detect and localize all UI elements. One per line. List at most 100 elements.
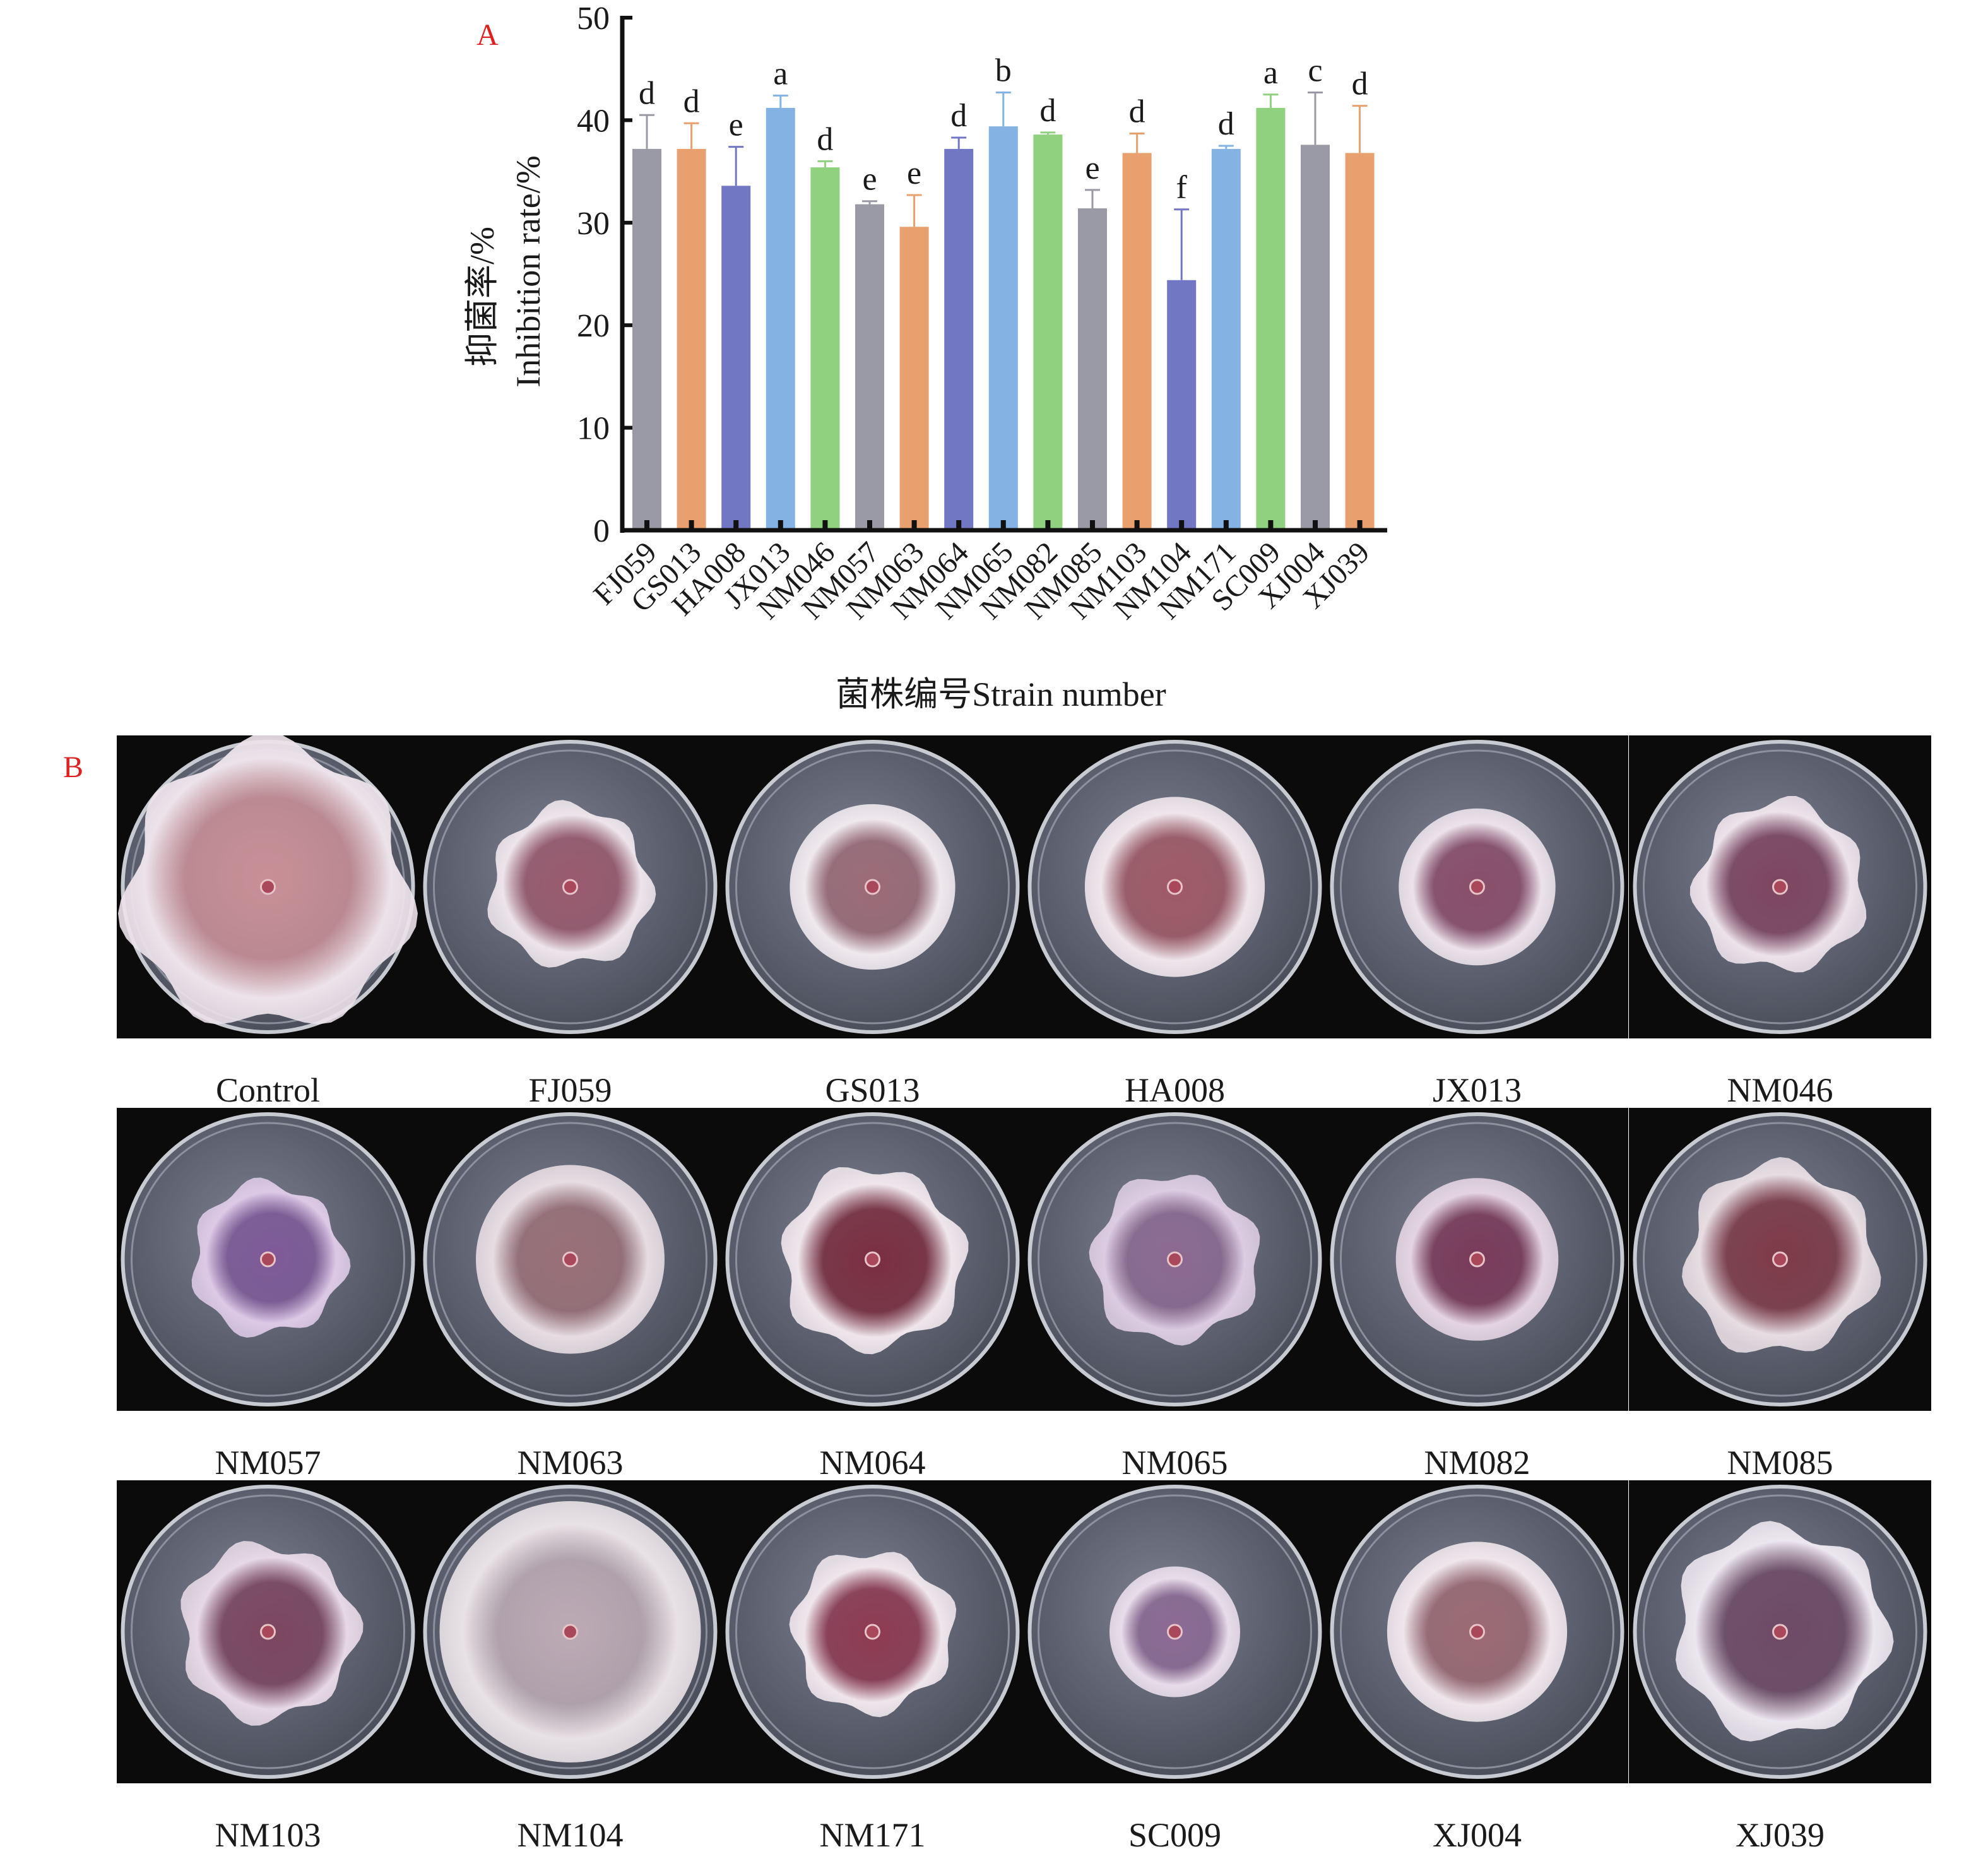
sig-letter-XJ004: c [1308, 53, 1322, 89]
sig-letter-NM082: d [1039, 93, 1056, 129]
petri-dish-photo [1326, 1108, 1628, 1411]
bar-NM065 [988, 126, 1018, 531]
petri-dish-photo [1629, 735, 1931, 1038]
petri-dish-photo [419, 1480, 721, 1783]
plate-label-HA008: HA008 [1125, 1071, 1225, 1109]
bar-NM082 [1033, 134, 1063, 531]
plate-label-NM063: NM063 [517, 1444, 624, 1482]
inoculum-plug [1469, 1624, 1485, 1640]
error-bar-NM046 [817, 160, 833, 168]
plates-grid: Control FJ059 GS013 HA008 JX013 NM046 NM057 NM0… [117, 735, 1931, 1854]
error-bar-NM082 [1040, 131, 1056, 135]
sig-letter-GS013: d [683, 83, 700, 119]
inoculum-plug [1167, 1624, 1183, 1640]
plate-label-NM064: NM064 [819, 1444, 926, 1482]
plate-label-SC009: SC009 [1128, 1816, 1222, 1854]
petri-dish-photo [1024, 1480, 1326, 1783]
x-tick-mark [1179, 520, 1185, 530]
petri-dish-photo [419, 735, 721, 1038]
bars-layer [632, 107, 1375, 531]
y-tick-label: 0 [593, 513, 610, 549]
plate-label-NM085: NM085 [1727, 1444, 1833, 1482]
error-bar-GS013 [683, 122, 699, 149]
bar-XJ039 [1345, 153, 1375, 531]
sig-letter-HA008: e [729, 107, 743, 143]
petri-dish-photo [117, 1480, 419, 1783]
inoculum-plug [1167, 879, 1183, 895]
x-tick-mark [956, 520, 962, 530]
error-bar-HA008 [728, 146, 744, 186]
inoculum-plug [1772, 1251, 1788, 1268]
sig-letter-NM046: d [817, 121, 833, 157]
bar-NM085 [1078, 208, 1107, 530]
error-bars-layer [639, 92, 1368, 280]
sig-letter-NM103: d [1129, 94, 1145, 130]
plate-label-XJ039: XJ039 [1735, 1816, 1825, 1854]
x-tick-mark [911, 520, 917, 530]
panel-a-letter: A [476, 18, 499, 52]
x-tick-mark [1357, 520, 1363, 530]
inoculum-plug [1469, 1251, 1485, 1268]
error-bar-NM171 [1218, 145, 1234, 149]
petri-dish-photo [1629, 1480, 1931, 1783]
petri-dish-photo [1024, 1108, 1326, 1411]
error-bar-NM103 [1129, 133, 1145, 153]
error-bar-SC009 [1263, 93, 1279, 108]
petri-dish-photo [1024, 735, 1326, 1038]
y-tick-label: 40 [577, 103, 610, 139]
x-tick-mark [867, 520, 872, 530]
bar-HA008 [721, 186, 751, 530]
error-bar-NM065 [995, 92, 1011, 127]
bar-NM063 [899, 227, 929, 530]
x-tick-labels-layer: FJ059GS013HA008JX013NM046NM057NM063NM064… [587, 535, 1376, 626]
plate-label-NM046: NM046 [1727, 1071, 1833, 1109]
inoculum-plug [260, 1624, 276, 1640]
inoculum-plug [562, 1251, 578, 1268]
x-tick-mark [689, 520, 694, 530]
x-tick-mark [1134, 520, 1140, 530]
sig-letter-XJ039: d [1352, 66, 1368, 102]
sig-letter-JX013: a [773, 56, 788, 92]
error-bar-XJ004 [1308, 92, 1323, 145]
petri-dish-photo [117, 735, 419, 1038]
error-bar-FJ059 [639, 114, 654, 149]
error-bar-XJ039 [1352, 105, 1368, 153]
bar-NM171 [1211, 148, 1241, 530]
y-tick-label: 30 [577, 206, 610, 242]
bar-FJ059 [632, 148, 661, 530]
inoculum-plug [865, 879, 880, 895]
y-tick-label: 20 [577, 308, 610, 344]
plate-label-NM057: NM057 [215, 1444, 321, 1482]
y-axis-label-en: Inhibition rate/% [509, 155, 547, 387]
sig-letter-NM104: f [1176, 170, 1188, 206]
inoculum-plug [562, 879, 578, 895]
petri-dish-photo [721, 735, 1024, 1038]
y-tick-label: 10 [577, 411, 610, 447]
axes-layer [620, 16, 1387, 533]
bar-JX013 [766, 107, 795, 531]
sig-letter-NM171: d [1218, 106, 1234, 142]
bar-NM104 [1167, 280, 1197, 530]
x-tick-mark [822, 520, 828, 530]
petri-dish-photo [419, 1108, 721, 1411]
y-ticks-layer: 0 10 20 30 40 50 [577, 1, 632, 549]
sig-letter-NM065: b [995, 53, 1012, 89]
panel-b-letter: B [63, 751, 84, 784]
error-bar-NM085 [1085, 189, 1100, 209]
petri-dish-photo [117, 1108, 419, 1411]
inoculum-plug [865, 1624, 880, 1640]
error-bar-NM104 [1174, 208, 1190, 280]
inoculum-plug [1167, 1251, 1183, 1268]
bar-NM057 [855, 204, 884, 530]
inoculum-plug [562, 1624, 578, 1640]
inoculum-plug [260, 879, 276, 895]
x-tick-mark [1268, 520, 1274, 530]
plate-label-NM082: NM082 [1424, 1444, 1530, 1482]
plate-label-NM104: NM104 [517, 1816, 624, 1854]
plate-label-JX013: JX013 [1432, 1071, 1522, 1109]
bar-XJ004 [1301, 145, 1330, 531]
plate-label-XJ004: XJ004 [1432, 1816, 1522, 1854]
inoculum-plug [260, 1251, 276, 1268]
